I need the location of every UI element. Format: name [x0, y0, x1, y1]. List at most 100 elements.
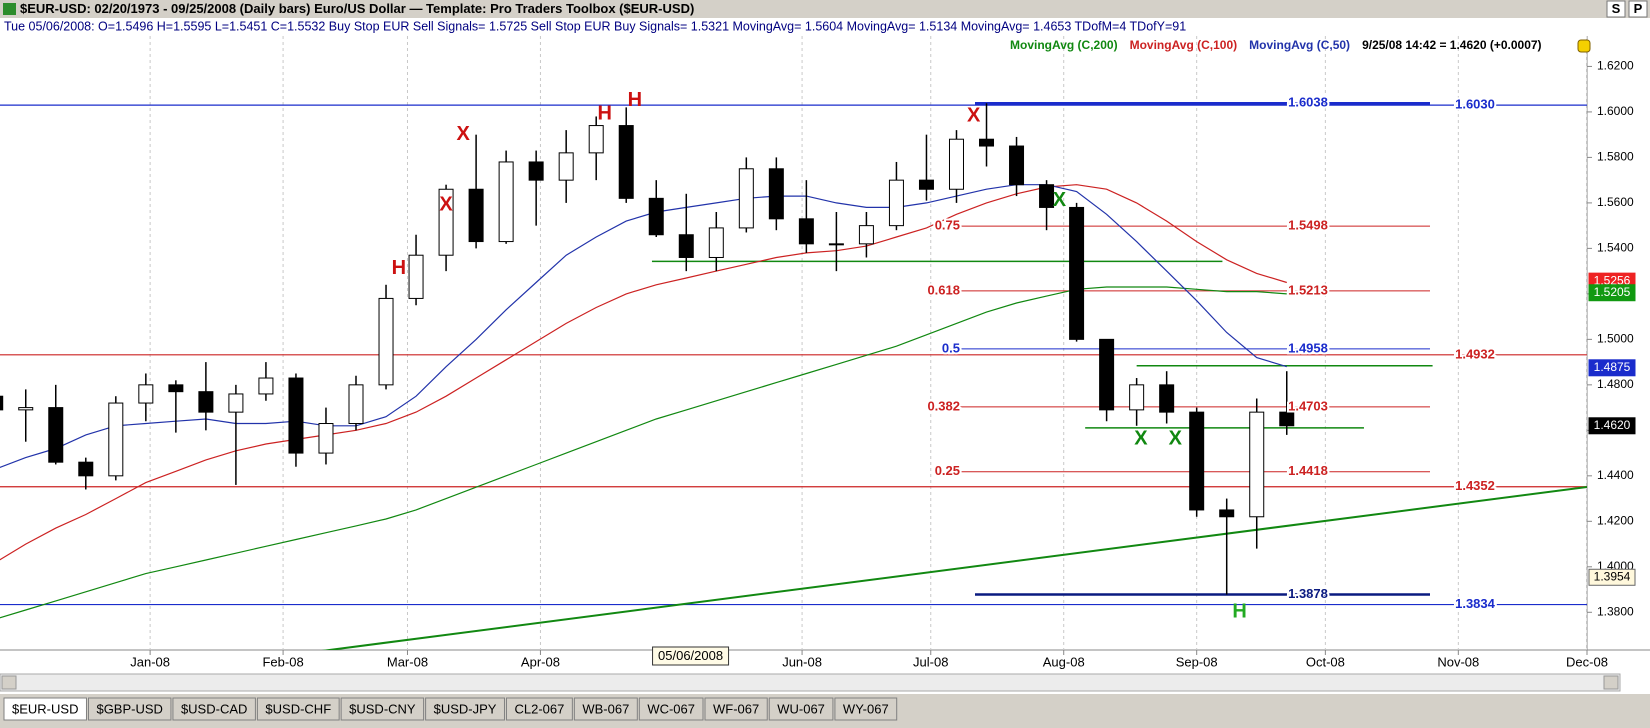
- signal-marker: X: [967, 105, 981, 127]
- fib-ratio-label: 0.25: [935, 463, 960, 478]
- tab-label[interactable]: $USD-CNY: [349, 701, 416, 716]
- x-tick-label: Feb-08: [262, 654, 303, 669]
- tab-shape[interactable]: [834, 697, 898, 721]
- signal-marker: X: [1169, 428, 1183, 450]
- tab[interactable]: WB-067: [573, 697, 638, 721]
- tab[interactable]: CL2-067: [505, 697, 573, 721]
- candle-body: [378, 297, 394, 386]
- tab[interactable]: WU-067: [768, 697, 834, 721]
- legend-entry: MovingAvg (C,200): [1010, 38, 1118, 52]
- p-button[interactable]: [1628, 0, 1648, 18]
- fib-price-label: 1.4958: [1288, 340, 1328, 355]
- legend-entry: MovingAvg (C,50): [1249, 38, 1350, 52]
- tab-label[interactable]: WB-067: [582, 701, 629, 716]
- tab[interactable]: $GBP-USD: [87, 697, 172, 721]
- candle-body: [528, 161, 544, 181]
- x-tick-label: Mar-08: [387, 654, 428, 669]
- candle-body: [1129, 384, 1145, 411]
- candle-body: [678, 234, 694, 258]
- candle-body: [768, 168, 784, 220]
- tab-label[interactable]: WC-067: [647, 701, 695, 716]
- candle-body: [708, 227, 724, 258]
- candle-body: [1009, 145, 1025, 186]
- x-tick-label: Aug-08: [1043, 654, 1085, 669]
- tab-shape[interactable]: [505, 697, 573, 721]
- tab[interactable]: WF-067: [704, 697, 768, 721]
- tab[interactable]: $USD-JPY: [425, 697, 505, 721]
- crosshair-date-box: [652, 646, 730, 666]
- info-bar: [0, 18, 1650, 36]
- price-marker: [1588, 568, 1636, 586]
- tab-label[interactable]: WF-067: [713, 701, 759, 716]
- candle-body: [588, 125, 604, 154]
- x-tick-label: Apr-08: [521, 654, 560, 669]
- tab[interactable]: $EUR-USD: [3, 697, 87, 721]
- candle-body: [78, 461, 94, 477]
- level-label: 1.4352: [1455, 478, 1495, 493]
- candle-body: [48, 407, 64, 463]
- scrollbar[interactable]: [0, 673, 1621, 692]
- tab-label[interactable]: $GBP-USD: [96, 701, 162, 716]
- tab-shape[interactable]: [3, 697, 87, 721]
- tab-label[interactable]: $USD-CAD: [181, 701, 247, 716]
- tab-label[interactable]: $USD-CHF: [265, 701, 331, 716]
- candle-body: [468, 188, 484, 243]
- fib-price-label: 1.5498: [1288, 218, 1328, 233]
- signal-marker: H: [392, 257, 406, 279]
- tab-shape[interactable]: [704, 697, 768, 721]
- fib-price-label: 1.5213: [1288, 282, 1328, 297]
- y-tick-label: 1.4400: [1597, 468, 1634, 482]
- p-button-label[interactable]: P: [1634, 1, 1643, 16]
- tab-label[interactable]: $EUR-USD: [12, 701, 78, 716]
- tab[interactable]: $USD-CHF: [256, 697, 340, 721]
- tab[interactable]: $USD-CNY: [340, 697, 425, 721]
- candle-body: [108, 402, 124, 477]
- scroll-left[interactable]: [1, 675, 17, 690]
- candle-body: [1039, 184, 1055, 208]
- candle-body: [1249, 411, 1265, 518]
- candle-body: [438, 188, 454, 256]
- tab-shape[interactable]: [87, 697, 172, 721]
- price-marker-label: 1.5205: [1594, 285, 1631, 299]
- scroll-right[interactable]: [1603, 675, 1619, 690]
- s-button[interactable]: [1606, 0, 1626, 18]
- tab[interactable]: WC-067: [638, 697, 704, 721]
- fib-price-label: 1.4703: [1288, 398, 1328, 413]
- fib-price-label: 1.3878: [1288, 586, 1328, 601]
- tab-shape[interactable]: [340, 697, 425, 721]
- candle-body: [138, 384, 154, 404]
- x-tick-label: Jan-08: [130, 654, 170, 669]
- candle-body: [1069, 206, 1085, 340]
- y-tick-label: 1.5000: [1597, 332, 1634, 346]
- y-tick-label: 1.5600: [1597, 195, 1634, 209]
- tab-shape[interactable]: [256, 697, 340, 721]
- tab-label[interactable]: WY-067: [843, 701, 889, 716]
- tab-label[interactable]: CL2-067: [514, 701, 564, 716]
- candle-body: [558, 152, 574, 181]
- tab-shape[interactable]: [638, 697, 704, 721]
- signal-marker: X: [439, 193, 453, 215]
- moving-average-line: [0, 286, 1287, 619]
- last-quote: 9/25/08 14:42 = 1.4620 (+0.0007): [1362, 38, 1541, 52]
- tab-shape[interactable]: [172, 697, 256, 721]
- candle-body: [0, 395, 4, 411]
- candle-body: [979, 138, 995, 147]
- fib-price-label: 1.6038: [1288, 95, 1328, 110]
- tab-shape[interactable]: [768, 697, 834, 721]
- price-marker-label: 1.4620: [1594, 418, 1631, 432]
- tab-label[interactable]: $USD-JPY: [434, 701, 497, 716]
- fib-price-label: 1.4418: [1288, 463, 1328, 478]
- y-tick-label: 1.4800: [1597, 377, 1634, 391]
- s-button-label[interactable]: S: [1612, 1, 1621, 16]
- fib-ratio-label: 0.5: [942, 340, 960, 355]
- tab[interactable]: WY-067: [834, 697, 898, 721]
- price-marker-label: 1.3954: [1594, 569, 1631, 583]
- tab-label[interactable]: WU-067: [777, 701, 825, 716]
- tab[interactable]: $USD-CAD: [172, 697, 256, 721]
- tab-shape[interactable]: [573, 697, 638, 721]
- candle-body: [258, 377, 274, 395]
- info-line: Tue 05/06/2008: O=1.5496 H=1.5595 L=1.54…: [4, 19, 1186, 33]
- price-marker: [1588, 284, 1636, 302]
- tab-shape[interactable]: [425, 697, 505, 721]
